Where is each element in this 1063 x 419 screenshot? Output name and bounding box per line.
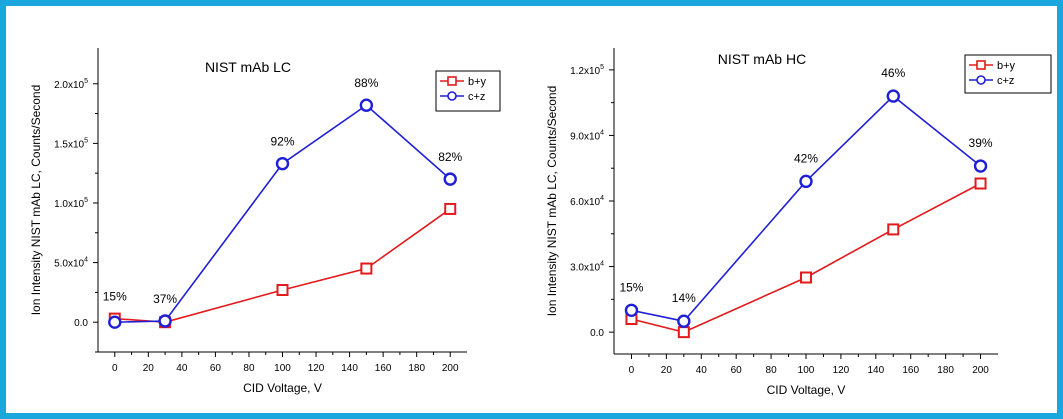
x-tick-label: 120	[308, 363, 325, 374]
x-tick-label: 80	[766, 365, 778, 376]
percent-annotation: 46%	[881, 66, 905, 80]
x-tick-label: 0	[112, 363, 118, 374]
data-point-b+y	[677, 326, 690, 339]
y-tick-label: 1.0x105	[54, 197, 88, 210]
data-point-c+z	[677, 314, 691, 328]
x-tick-label: 200	[972, 365, 989, 376]
legend-marker-c+z	[976, 75, 986, 85]
percent-annotation: 42%	[794, 151, 818, 165]
x-axis-title: CID Voltage, V	[243, 381, 322, 395]
x-tick-label: 40	[176, 363, 188, 374]
x-tick-label: 20	[661, 365, 673, 376]
y-tick-label: 9.0x104	[570, 129, 604, 142]
data-point-b+y	[360, 262, 373, 275]
percent-annotation: 15%	[619, 280, 643, 294]
legend-label-b+y: b+y	[468, 76, 487, 88]
data-point-c+z	[624, 303, 639, 317]
x-tick-label: 200	[442, 363, 459, 374]
percent-annotation: 14%	[672, 291, 696, 305]
chart-panel-2: 0 20 40 60 80 100 120 140 160 180 200 0.0 3.0x104 6.0…	[545, 48, 1052, 397]
legend-box	[435, 70, 501, 112]
x-tick-label: 180	[408, 363, 425, 374]
data-point-c+z	[443, 172, 457, 186]
data-point-c+z	[886, 89, 900, 103]
percent-annotation: 37%	[153, 292, 177, 306]
legend-marker-c+z	[447, 91, 457, 101]
x-tick-label: 140	[341, 363, 358, 374]
legend-marker-b+y	[447, 76, 457, 86]
chart-title: NIST mAb HC	[718, 51, 806, 67]
data-point-c+z	[973, 159, 988, 173]
data-point-b+y	[887, 223, 900, 236]
data-point-c+z	[158, 314, 172, 328]
chart-panel-1: 0 20 40 60 80 100 120 140 160 180 200 0.0 5.0x104 1.0…	[29, 48, 501, 395]
series-line-c+z	[631, 95, 982, 323]
y-axis-title: Ion Intensity NIST mAb LC, Counts/Second	[29, 85, 43, 316]
x-tick-label: 40	[696, 365, 708, 376]
percent-annotation: 88%	[354, 76, 378, 90]
data-point-b+y	[276, 284, 289, 297]
x-tick-label: 100	[274, 363, 291, 374]
x-tick-label: 20	[143, 363, 155, 374]
x-tick-label: 180	[937, 365, 954, 376]
y-tick-label: 1.2x105	[570, 64, 604, 77]
data-point-c+z	[359, 98, 374, 112]
chart-title: NIST mAb LC	[205, 59, 291, 75]
x-tick-label: 140	[867, 365, 884, 376]
percent-annotation: 15%	[103, 290, 127, 304]
series-line-b+y	[631, 182, 981, 333]
x-tick-label: 160	[375, 363, 392, 374]
x-tick-label: 0	[629, 365, 635, 376]
data-point-c+z	[275, 156, 290, 171]
data-point-b+y	[444, 202, 457, 215]
data-point-c+z	[108, 315, 122, 329]
data-point-b+y	[974, 177, 987, 190]
legend: b+y c+z	[435, 70, 501, 112]
data-point-b+y	[800, 271, 812, 284]
percent-annotation: 82%	[438, 150, 462, 164]
percent-annotation: 92%	[270, 135, 294, 149]
y-tick-label: 3.0x104	[570, 261, 604, 274]
y-tick-label: 0.0	[590, 328, 604, 339]
legend-marker-b+y	[976, 60, 986, 70]
x-tick-label: 120	[833, 365, 850, 376]
y-axis-title: Ion Intensity NIST mAb LC, Counts/Second	[545, 86, 559, 317]
x-tick-label: 80	[243, 363, 255, 374]
y-tick-label: 1.5x105	[54, 137, 88, 150]
y-tick-label: 5.0x104	[54, 257, 88, 270]
x-tick-label: 160	[902, 365, 919, 376]
y-tick-label: 2.0x105	[54, 78, 88, 91]
y-tick-label: 6.0x104	[570, 195, 604, 208]
legend-label-b+y: b+y	[997, 60, 1016, 72]
legend: b+y c+z	[964, 54, 1052, 94]
x-tick-label: 100	[798, 365, 815, 376]
x-axis-title: CID Voltage, V	[767, 383, 846, 397]
legend-label-c+z: c+z	[997, 75, 1014, 87]
x-tick-label: 60	[210, 363, 222, 374]
percent-annotation: 39%	[969, 136, 993, 150]
x-tick-label: 60	[731, 365, 743, 376]
data-point-c+z	[799, 174, 813, 189]
legend-label-c+z: c+z	[468, 91, 485, 103]
y-tick-label: 0.0	[74, 318, 88, 329]
